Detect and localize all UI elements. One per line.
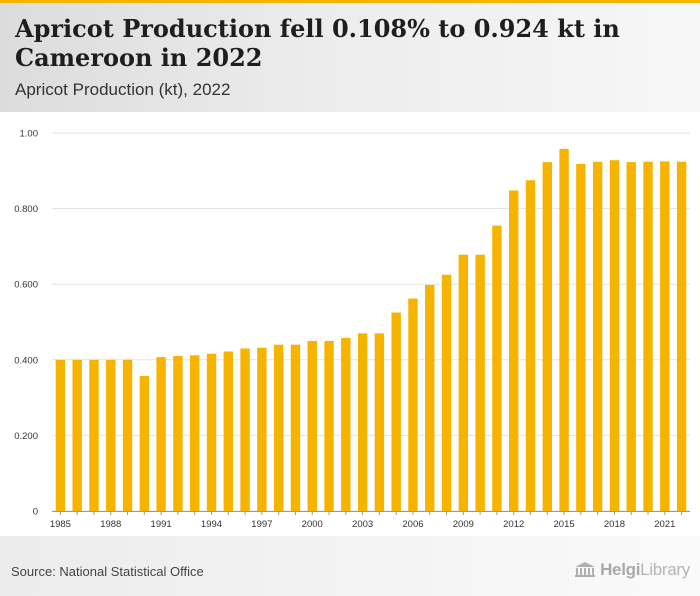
bar-2001 (324, 340, 334, 511)
bar-2018 (609, 160, 620, 511)
bar-1998 (273, 344, 284, 511)
bar-2022 (676, 161, 687, 511)
bar-2005 (391, 312, 401, 511)
header-band: Apricot Production fell 0.108% to 0.924 … (0, 0, 700, 112)
x-tick-label: 2021 (654, 519, 675, 530)
accent-line (0, 0, 700, 3)
y-tick-label: 0.400 (14, 355, 38, 366)
x-tick-label: 1988 (100, 519, 121, 530)
x-tick-label: 2015 (554, 519, 575, 530)
x-tick-label: 2012 (503, 519, 524, 530)
bar-1991 (156, 357, 166, 511)
bar-2006 (408, 298, 418, 511)
library-building-icon (575, 562, 596, 577)
bar-2004 (374, 333, 385, 511)
bar-2003 (357, 333, 368, 511)
x-tick-label: 1985 (50, 519, 71, 530)
bar-2007 (425, 284, 435, 511)
bar-1999 (290, 344, 301, 511)
bar-2009 (458, 254, 469, 511)
bar-1988 (106, 359, 116, 511)
y-tick-label: 0.600 (14, 280, 38, 291)
bar-1987 (89, 359, 99, 511)
bar-2016 (576, 163, 586, 511)
bar-1986 (72, 359, 82, 511)
bar-2002 (341, 337, 351, 511)
bar-2013 (525, 180, 536, 511)
bar-2000 (307, 340, 317, 511)
bar-2017 (592, 161, 603, 511)
chart-title: Apricot Production fell 0.108% to 0.924 … (15, 14, 620, 72)
bar-1996 (240, 348, 250, 511)
bar-2021 (660, 161, 670, 511)
bar-2008 (441, 274, 452, 511)
x-tick-label: 2018 (604, 519, 625, 530)
bar-2015 (559, 148, 569, 511)
y-tick-label: 0.200 (14, 431, 38, 442)
bar-1985 (55, 359, 66, 511)
x-tick-label: 2006 (402, 519, 423, 530)
bar-2012 (509, 190, 519, 511)
y-tick-label: 1.00 (20, 129, 39, 140)
bar-2019 (626, 162, 636, 511)
source-note: Source: National Statistical Office (11, 564, 204, 579)
y-tick-label: 0 (33, 507, 38, 518)
bar-1995 (223, 351, 233, 511)
x-tick-label: 1991 (151, 519, 172, 530)
logo-text-light: Library (640, 560, 690, 579)
bar-1990 (139, 376, 150, 511)
x-tick-label: 1994 (201, 519, 222, 530)
bar-2011 (492, 225, 502, 512)
bar-1989 (122, 359, 133, 511)
bar-1993 (190, 355, 200, 511)
bar-2020 (643, 161, 653, 511)
bar-1997 (257, 347, 267, 511)
x-tick-label: 2000 (302, 519, 323, 530)
bar-chart: 0 0.200 0.400 0.600 0.800 1.00 1985 1988 1991 199… (14, 129, 690, 530)
x-tick-label: 1997 (251, 519, 272, 530)
bar-2014 (542, 162, 552, 511)
bar-1994 (206, 353, 217, 511)
x-tick-label: 2003 (352, 519, 373, 530)
helgi-library-logo: Helgi Library (574, 560, 690, 580)
chart-subtitle: Apricot Production (kt), 2022 (15, 80, 231, 99)
bar-1992 (173, 356, 183, 511)
bar-2010 (475, 254, 485, 511)
x-tick-label: 2009 (453, 519, 474, 530)
y-tick-label: 0.800 (14, 204, 38, 215)
logo-text-bold: Helgi (600, 560, 641, 579)
